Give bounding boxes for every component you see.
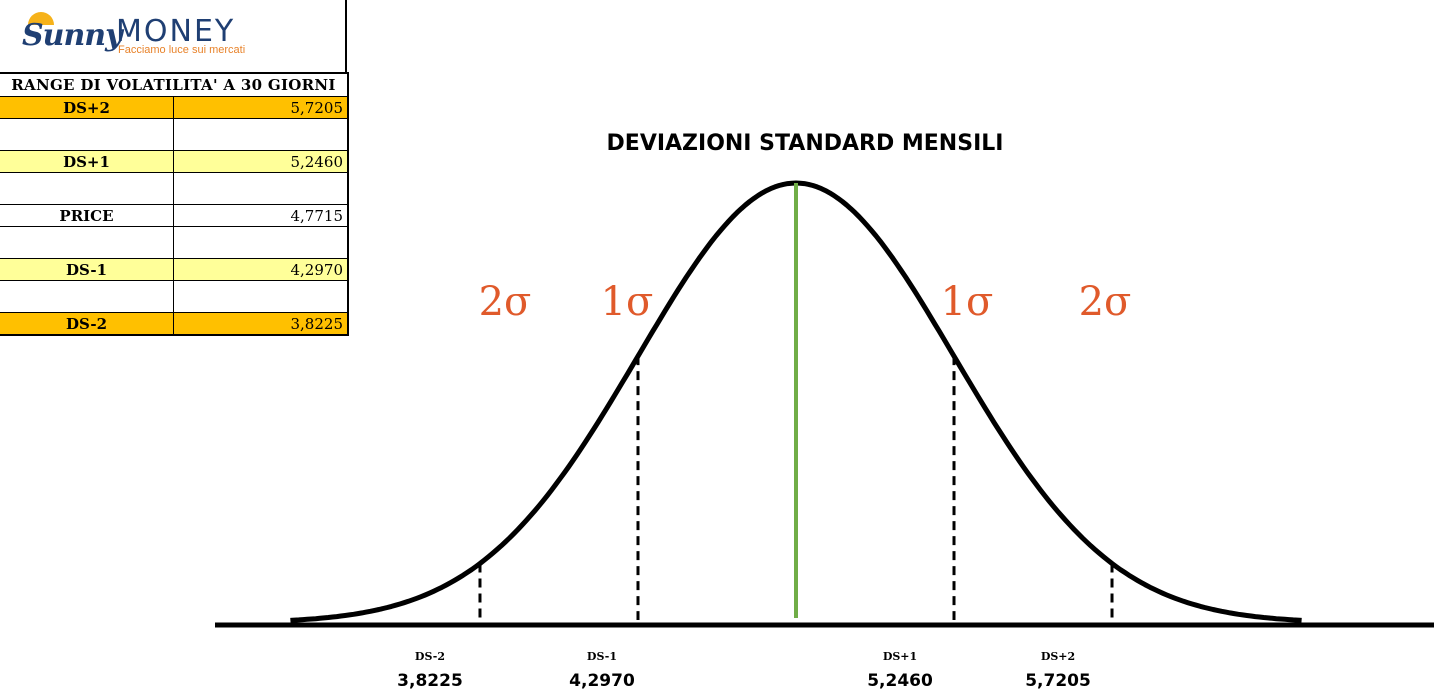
sd-marker-value: 4,2970 (569, 671, 635, 691)
row-value: 5,2460 (173, 150, 349, 173)
logo: Sunny MONEY Facciamo luce sui mercati (0, 0, 347, 72)
table-row: DS-2 3,8225 (0, 312, 349, 336)
table-spacer-row (0, 226, 349, 259)
table-row: DS+2 5,7205 (0, 96, 349, 119)
table-spacer-row (0, 280, 349, 313)
sigma-annotations: 2σ 1σ 1σ 2σ (479, 279, 1132, 325)
sd-marker-name: DS-1 (587, 650, 617, 663)
row-label: DS+1 (0, 150, 174, 173)
sd-marker-value: 3,8225 (397, 671, 463, 691)
sd-marker-name: DS+2 (1041, 650, 1075, 663)
sigma-label: 1σ (601, 279, 654, 325)
row-value: 4,2970 (173, 258, 349, 281)
row-label: DS-1 (0, 258, 174, 281)
row-value: 5,7205 (173, 96, 349, 119)
sd-marker-name: DS-2 (415, 650, 445, 663)
table-row: PRICE 4,7715 (0, 204, 349, 227)
logo-tagline: Facciamo luce sui mercati (118, 44, 246, 56)
volatility-table: RANGE DI VOLATILITA' A 30 GIORNI DS+2 5,… (0, 72, 349, 336)
sigma-label: 2σ (479, 279, 532, 325)
table-row: DS+1 5,2460 (0, 150, 349, 173)
chart-title: DEVIAZIONI STANDARD MENSILI (607, 131, 1004, 156)
table-row: DS-1 4,2970 (0, 258, 349, 281)
sd-marker-name: DS+1 (883, 650, 917, 663)
table-header: RANGE DI VOLATILITA' A 30 GIORNI (0, 72, 349, 97)
logo-money-text: MONEY (116, 14, 236, 49)
sigma-label: 2σ (1079, 279, 1132, 325)
sd-marker-value: 5,7205 (1025, 671, 1091, 691)
sigma-label: 1σ (941, 279, 994, 325)
sd-marker-value: 5,2460 (867, 671, 933, 691)
row-label: DS-2 (0, 312, 174, 336)
row-label: PRICE (0, 204, 174, 227)
table-spacer-row (0, 172, 349, 205)
row-value: 3,8225 (173, 312, 349, 336)
table-spacer-row (0, 118, 349, 151)
sd-markers: DS-2 3,8225 DS-1 4,2970 DS+1 5,2460 DS+2 5,7205 (397, 356, 1114, 691)
